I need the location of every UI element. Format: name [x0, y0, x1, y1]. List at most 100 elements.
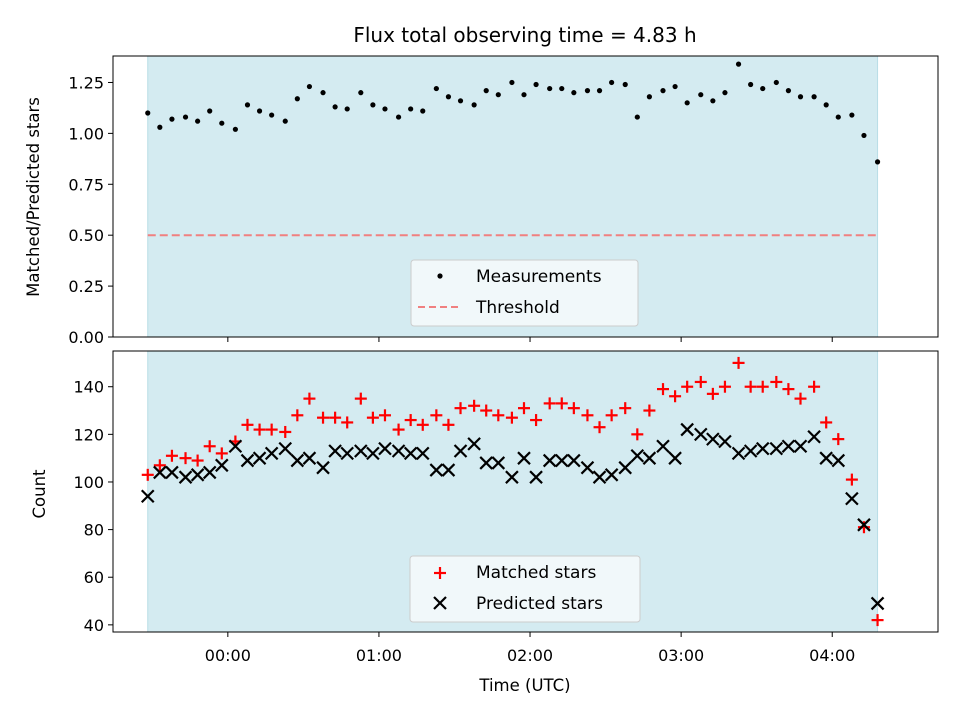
matched-star-point [366, 411, 379, 424]
measurement-point [320, 90, 326, 96]
predicted-star-point [415, 446, 430, 461]
measurement-point [408, 106, 414, 112]
predicted-star-point [491, 456, 506, 470]
predicted-star-point [290, 453, 305, 468]
legend-matched-marker [434, 567, 446, 579]
matched-star-point [404, 414, 417, 427]
predicted-star-point [202, 465, 217, 480]
predicted-star-point [391, 444, 406, 458]
top-axes-frame [112, 55, 939, 338]
predicted-star-point [252, 451, 267, 465]
predicted-star-point [542, 453, 557, 468]
matched-star-point [871, 614, 884, 627]
measurement-point [169, 116, 175, 122]
matched-star-point [480, 404, 493, 417]
bottom-y-ticks: 40 60 80 100 120 140 [73, 378, 113, 635]
predicted-star-point [467, 437, 481, 451]
matched-star-point [794, 392, 807, 405]
measurement-point [849, 112, 855, 118]
x-axis-label: Time (UTC) [478, 676, 570, 695]
measurement-point [571, 90, 577, 96]
predicted-star-point [857, 518, 871, 532]
predicted-star-point [140, 489, 155, 504]
bottom-legend: Matched stars Predicted stars [409, 555, 641, 623]
matched-star-point [681, 380, 694, 393]
predicted-star-point [354, 444, 368, 458]
y-tick-label: 100 [73, 473, 104, 492]
predicted-star-point [165, 465, 179, 480]
y-tick-label: 0.50 [68, 226, 104, 245]
predicted-star-point [656, 439, 670, 454]
matched-star-point [706, 387, 719, 400]
x-tick-label: 00:00 [205, 646, 251, 665]
y-tick-label: 60 [84, 568, 104, 587]
matched-star-point [392, 423, 405, 436]
measurement-point [735, 61, 742, 67]
measurement-point [760, 85, 766, 92]
predicted-star-point [278, 441, 293, 456]
bottom-axes-frame [112, 350, 939, 633]
matched-star-point [581, 409, 594, 422]
measurement-point [698, 92, 704, 98]
y-tick-label: 80 [84, 521, 104, 540]
measurement-point [395, 114, 402, 120]
predicted-star-point [769, 441, 784, 456]
y-tick-label: 40 [84, 616, 104, 635]
measurement-point [547, 85, 553, 92]
x-tick-label: 02:00 [507, 646, 553, 665]
measurement-point [282, 118, 288, 124]
measurement-point [684, 100, 690, 106]
predicted-star-point [153, 465, 167, 480]
top-y-axis-label: Matched/Predicted stars [24, 97, 43, 297]
predicted-star-point [680, 422, 694, 437]
measurement-point [244, 102, 251, 108]
legend-measurements-marker [437, 273, 443, 279]
y-tick-label: 1.00 [68, 124, 104, 143]
matched-star-point [203, 440, 216, 453]
predicted-star-point [807, 429, 821, 444]
measurement-point [457, 98, 464, 104]
measurement-point [559, 85, 565, 92]
predicted-star-point [743, 444, 758, 458]
predicted-star-point [302, 451, 317, 465]
predicted-star-point [264, 446, 279, 461]
matched-star-point [845, 473, 858, 486]
measurement-point [306, 83, 313, 90]
predicted-star-point [316, 460, 330, 475]
ratio-panel: Flux total observing time = 4.83 h 0.000… [24, 23, 939, 347]
predicted-star-point [328, 444, 342, 458]
bottom-legend-box [409, 555, 641, 623]
predicted-star-point [505, 470, 519, 484]
count-panel: 40 60 80 100 120 140 00:00 01:00 02:00 03:00 04:0… [30, 350, 939, 695]
predicted-star-point [178, 470, 193, 484]
x-tick-label: 01:00 [356, 646, 402, 665]
measurement-point [797, 94, 804, 100]
measurement-point [145, 110, 151, 116]
predicted-star-point [378, 441, 392, 456]
matched-star-point [141, 468, 154, 481]
measurements-points [145, 61, 881, 165]
count-points [140, 356, 885, 627]
measurement-point [533, 81, 539, 88]
matched-star-point [317, 411, 330, 424]
measurement-point [370, 102, 376, 108]
measurement-point [219, 120, 225, 126]
matched-star-point [832, 433, 845, 446]
top-legend: Measurements Threshold [410, 259, 639, 327]
x-tick-label: 04:00 [809, 646, 855, 665]
measurement-point [232, 126, 238, 132]
predicted-star-point [831, 453, 846, 468]
measurement-point [195, 118, 201, 124]
matched-star-point [694, 375, 707, 388]
predicted-star-point [755, 441, 770, 456]
y-tick-label: 140 [73, 378, 104, 397]
predicted-star-point [403, 446, 418, 461]
measurement-point [521, 92, 527, 98]
predicted-star-point [731, 446, 746, 461]
measurement-point [785, 88, 792, 94]
measurement-point [509, 79, 515, 86]
top-y-ticks: 0.00 0.25 0.50 0.75 1.00 1.25 [68, 73, 113, 347]
matched-star-point [215, 447, 228, 460]
measurement-point [710, 98, 716, 104]
measurement-point [722, 90, 728, 96]
